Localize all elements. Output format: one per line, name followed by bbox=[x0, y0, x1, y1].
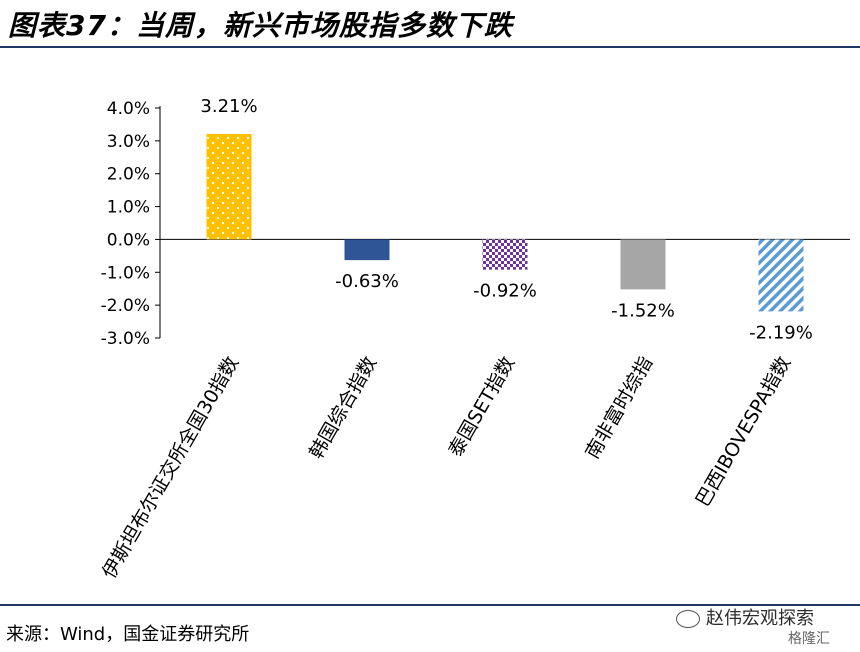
bars bbox=[206, 133, 804, 312]
watermark-sub: 格隆汇 bbox=[788, 631, 830, 647]
bar bbox=[344, 239, 390, 261]
bar bbox=[758, 239, 804, 312]
y-tick-label: 0.0% bbox=[107, 230, 150, 250]
x-category-label: 伊斯坦布尔证交所全国30指数 bbox=[98, 353, 243, 582]
y-tick-label: 4.0% bbox=[107, 99, 150, 119]
x-axis-categories: 伊斯坦布尔证交所全国30指数 韩国综合指数 泰国SET指数 南非富时综指 巴西IBOVE… bbox=[98, 353, 795, 582]
header-divider bbox=[0, 46, 860, 48]
y-tick-label: -2.0% bbox=[101, 296, 150, 316]
x-category-label: 韩国综合指数 bbox=[305, 353, 381, 463]
y-tick-label: 1.0% bbox=[107, 198, 150, 218]
x-category-label: 泰国SET指数 bbox=[444, 353, 519, 461]
y-tick-label: -3.0% bbox=[101, 329, 150, 349]
data-labels: 3.21% -0.63% -0.92% -1.52% -2.19% bbox=[200, 96, 812, 343]
watermark: 赵伟宏观探索 bbox=[676, 604, 814, 630]
y-tick-label: 3.0% bbox=[107, 132, 150, 152]
x-category-label: 巴西IBOVESPA指数 bbox=[692, 353, 796, 511]
bar-chart: 4.0% 3.0% 2.0% 1.0% 0.0% -1.0% -2.0% -3.0% 3.21… bbox=[98, 96, 850, 582]
bar bbox=[206, 133, 252, 240]
bar-value-label: -0.92% bbox=[473, 281, 537, 302]
y-tick-label: -1.0% bbox=[101, 263, 150, 283]
source-note: 来源：Wind，国金证券研究所 bbox=[6, 624, 250, 645]
bar-value-label: -2.19% bbox=[749, 322, 813, 343]
bar bbox=[482, 239, 528, 270]
watermark-text: 赵伟宏观探索 bbox=[706, 608, 814, 629]
wechat-icon bbox=[676, 610, 700, 628]
y-tick-label: 2.0% bbox=[107, 165, 150, 185]
bar bbox=[620, 239, 666, 290]
bar-value-label: -0.63% bbox=[335, 271, 399, 292]
footer-divider bbox=[0, 604, 860, 606]
bar-value-label: -1.52% bbox=[611, 300, 675, 321]
bar-value-label: 3.21% bbox=[200, 96, 257, 117]
chart-title: 图表37：当周，新兴市场股指多数下跌 bbox=[8, 9, 513, 42]
x-category-label: 南非富时综指 bbox=[581, 353, 657, 463]
